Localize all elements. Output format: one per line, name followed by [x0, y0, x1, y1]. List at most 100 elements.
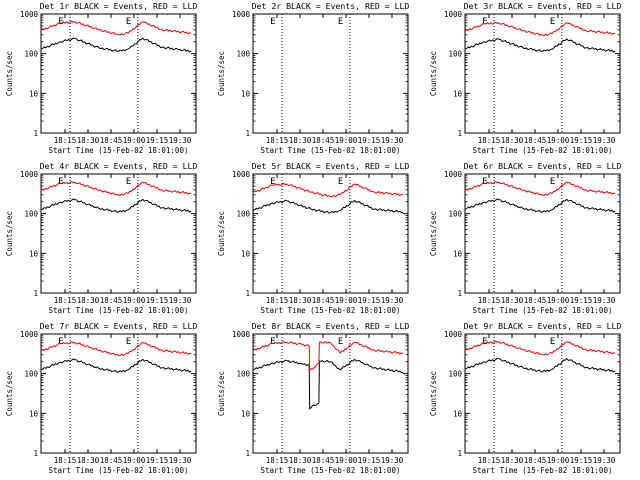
x-tick-label: 18:45 [524, 456, 547, 465]
y-axis-label: Counts/sec [5, 371, 14, 416]
x-tick-label: 19:30 [381, 136, 404, 145]
y-tick-label: 100 [24, 50, 38, 59]
x-tick-label: 19:00 [547, 296, 570, 305]
x-tick-label: 18:45 [100, 296, 123, 305]
lld-rate-line [40, 20, 192, 36]
y-tick-label: 10 [241, 249, 251, 258]
event-marker-label: E [550, 17, 555, 27]
events-rate-line [464, 357, 616, 373]
x-tick-label: 19:00 [123, 136, 146, 145]
plot-frame [252, 13, 409, 134]
chart-title: Det 1r BLACK = Events, RED = LLD [40, 1, 198, 11]
y-tick-label: 100 [448, 210, 462, 219]
y-tick-label: 10 [29, 249, 39, 258]
x-tick-label: 18:45 [312, 456, 335, 465]
x-tick-label: 19:30 [593, 136, 616, 145]
x-tick-label: 19:30 [593, 296, 616, 305]
y-tick-label: 1000 [20, 330, 39, 339]
x-tick-label: 18:15 [266, 296, 289, 305]
y-tick-label: 10 [29, 409, 39, 418]
lld-rate-line [464, 21, 616, 37]
event-marker-label: E [58, 177, 63, 187]
x-axis-label: Start Time (15-Feb-02 18:01:00) [261, 306, 401, 315]
events-rate-line [252, 199, 404, 214]
plot-frame [252, 173, 409, 294]
y-tick-label: 1 [245, 449, 250, 458]
x-tick-label: 18:30 [289, 456, 312, 465]
x-tick-label: 19:30 [381, 456, 404, 465]
x-tick-label: 19:30 [169, 136, 192, 145]
y-axis-label: Counts/sec [429, 371, 438, 416]
event-marker-label: E [58, 17, 63, 27]
y-tick-label: 1 [457, 449, 462, 458]
chart-title: Det 8r BLACK = Events, RED = LLD [252, 321, 410, 331]
x-tick-label: 19:00 [335, 456, 358, 465]
y-tick-label: 10 [453, 409, 463, 418]
event-marker-label: E [338, 337, 343, 347]
y-tick-label: 100 [24, 210, 38, 219]
y-tick-label: 100 [236, 50, 250, 59]
x-tick-label: 19:15 [358, 136, 381, 145]
x-tick-label: 19:15 [146, 296, 169, 305]
y-axis-label: Counts/sec [5, 211, 14, 256]
y-tick-label: 10 [453, 89, 463, 98]
x-axis-label: Start Time (15-Feb-02 18:01:00) [261, 466, 401, 475]
x-tick-label: 18:45 [100, 136, 123, 145]
events-rate-line [252, 358, 404, 410]
event-marker-label: E [482, 337, 487, 347]
y-tick-label: 1 [457, 129, 462, 138]
event-marker-label: E [550, 337, 555, 347]
y-axis-label: Counts/sec [429, 51, 438, 96]
event-marker-label: E [270, 337, 275, 347]
plot-frame [464, 173, 621, 294]
event-marker-label: E [270, 177, 275, 187]
x-tick-label: 19:00 [123, 296, 146, 305]
y-tick-label: 100 [236, 370, 250, 379]
y-tick-label: 1 [33, 289, 38, 298]
chart-title: Det 3r BLACK = Events, RED = LLD [464, 1, 622, 11]
x-axis-label: Start Time (15-Feb-02 18:01:00) [49, 306, 189, 315]
x-axis-label: Start Time (15-Feb-02 18:01:00) [49, 146, 189, 155]
x-tick-label: 19:00 [547, 136, 570, 145]
y-tick-label: 1000 [20, 170, 39, 179]
y-tick-label: 100 [448, 370, 462, 379]
y-tick-label: 1 [33, 129, 38, 138]
chart-title: Det 6r BLACK = Events, RED = LLD [464, 161, 622, 171]
y-tick-label: 1000 [444, 170, 463, 179]
event-marker-label: E [338, 17, 343, 27]
x-axis-label: Start Time (15-Feb-02 18:01:00) [473, 466, 613, 475]
x-tick-label: 18:45 [524, 296, 547, 305]
lld-rate-line [252, 182, 404, 198]
plot-frame [464, 333, 621, 454]
y-tick-label: 1 [457, 289, 462, 298]
x-tick-label: 18:45 [524, 136, 547, 145]
x-tick-label: 19:00 [335, 296, 358, 305]
y-tick-label: 100 [236, 210, 250, 219]
y-tick-label: 1 [33, 449, 38, 458]
y-axis-label: Counts/sec [217, 211, 226, 256]
plot-frame [252, 333, 409, 454]
x-tick-label: 19:15 [570, 136, 593, 145]
event-marker-label: E [270, 17, 275, 27]
y-tick-label: 10 [241, 89, 251, 98]
x-tick-label: 18:30 [77, 456, 100, 465]
lld-rate-line [464, 340, 616, 356]
chart-title: Det 9r BLACK = Events, RED = LLD [464, 321, 622, 331]
event-marker-label: E [550, 177, 555, 187]
x-tick-label: 18:45 [100, 456, 123, 465]
lld-rate-line [40, 341, 192, 357]
chart-title: Det 2r BLACK = Events, RED = LLD [252, 1, 410, 11]
lld-rate-line [464, 180, 616, 196]
x-tick-label: 19:30 [169, 456, 192, 465]
plot-frame [40, 13, 197, 134]
x-tick-label: 18:30 [77, 136, 100, 145]
x-tick-label: 18:45 [312, 136, 335, 145]
x-tick-label: 18:30 [289, 136, 312, 145]
events-rate-line [464, 38, 616, 53]
events-rate-line [40, 358, 192, 373]
x-tick-label: 19:30 [381, 296, 404, 305]
event-marker-label: E [482, 17, 487, 27]
y-tick-label: 10 [241, 409, 251, 418]
x-tick-label: 18:30 [501, 296, 524, 305]
x-tick-label: 19:15 [146, 136, 169, 145]
